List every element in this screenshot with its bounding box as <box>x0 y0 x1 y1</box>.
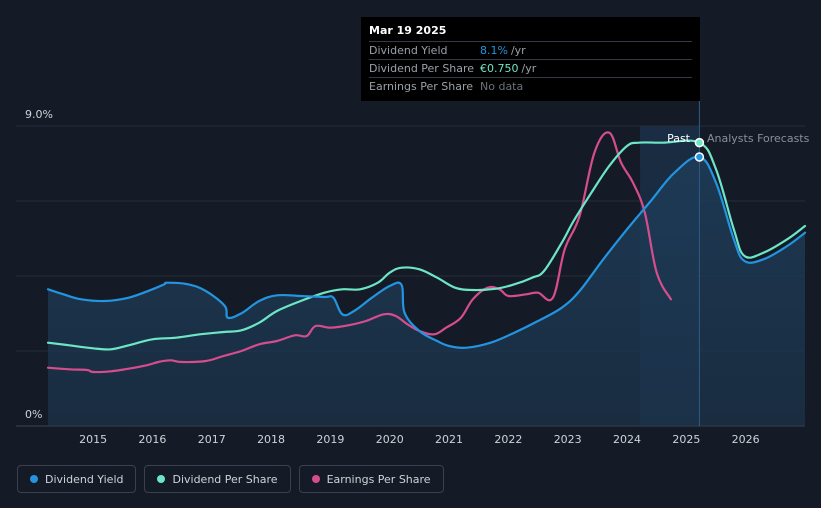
tooltip-label: Dividend Per Share <box>369 62 475 75</box>
series-line-dividend-yield <box>46 155 807 349</box>
legend-dot-icon <box>157 475 166 483</box>
tooltip-value: 8.1% <box>480 44 508 57</box>
y-axis-label-top: 9.0% <box>25 108 53 121</box>
legend-label: Dividend Per Share <box>172 472 278 486</box>
tooltip-label: Dividend Yield <box>369 44 448 57</box>
x-tick-label: 2020 <box>376 433 404 446</box>
x-tick-label: 2016 <box>138 433 166 446</box>
legend-item-dividend-yield[interactable]: Dividend Yield <box>17 465 137 493</box>
legend-label: Dividend Yield <box>45 472 124 486</box>
series-line-earnings-per-share <box>46 131 672 374</box>
x-tick-label: 2023 <box>554 433 582 446</box>
chart-plot: 9.0% 0% Past Analysts Forecasts 2015 2016… <box>16 101 810 446</box>
x-tick-label: 2019 <box>316 433 344 446</box>
x-tick-label: 2017 <box>198 433 226 446</box>
x-tick-label: 2025 <box>672 433 700 446</box>
dividend-yield-area <box>48 156 805 426</box>
tooltip-row-earnings-per-share: Earnings Per Share No data <box>369 78 692 95</box>
tooltip-unit: /yr <box>510 44 526 57</box>
past-label: Past <box>667 132 691 145</box>
tooltip-date: Mar 19 2025 <box>369 23 692 42</box>
forecast-label: Analysts Forecasts <box>707 132 810 145</box>
legend-label: Earnings Per Share <box>326 472 431 486</box>
tooltip-label: Earnings Per Share <box>369 80 474 93</box>
legend-dot-icon <box>311 475 320 483</box>
tooltip-value: €0.750 <box>480 62 519 75</box>
legend-item-dividend-per-share[interactable]: Dividend Per Share <box>144 465 291 493</box>
x-tick-label: 2026 <box>732 433 760 446</box>
tooltip-unit: /yr <box>521 62 537 75</box>
marker-dividend-yield <box>694 152 705 162</box>
x-tick-label: 2015 <box>79 433 107 446</box>
series-line-dividend-per-share <box>46 139 807 351</box>
marker-dividend-per-share <box>694 137 705 148</box>
chart-legend: Dividend Yield Dividend Per Share Earnin… <box>17 465 444 493</box>
x-tick-label: 2022 <box>494 433 522 446</box>
x-tick-label: 2018 <box>257 433 285 446</box>
y-axis-label-bottom: 0% <box>25 408 42 421</box>
tooltip-row-dividend-yield: Dividend Yield 8.1% /yr <box>369 42 692 60</box>
legend-dot-icon <box>30 475 38 483</box>
x-tick-label: 2024 <box>613 433 641 446</box>
tooltip-value: No data <box>480 80 524 93</box>
legend-item-earnings-per-share[interactable]: Earnings Per Share <box>298 465 444 493</box>
data-tooltip: Mar 19 2025 Dividend Yield 8.1% /yr Divi… <box>361 17 700 101</box>
tooltip-row-dividend-per-share: Dividend Per Share €0.750 /yr <box>369 60 692 78</box>
x-tick-label: 2021 <box>435 433 463 446</box>
